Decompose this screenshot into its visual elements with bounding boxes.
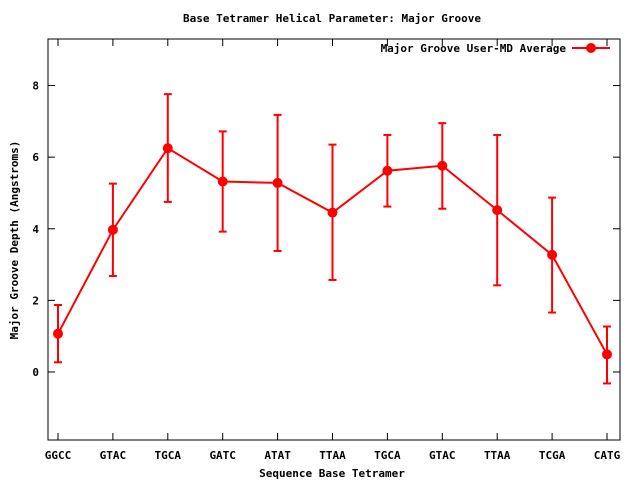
axes-layer: 0 2 4 6 8 GGCC GTAC TGCA GATC ATAT TTAA TGCA GTAC TTA… <box>32 39 621 462</box>
y-axis-label: Major Groove Depth (Angstroms) <box>8 141 21 340</box>
plot-frame <box>47 38 621 441</box>
x-tick-label: GTAC <box>429 449 456 462</box>
x-tick-label: TTAA <box>484 449 511 462</box>
x-tick-label: TGCA <box>155 449 182 462</box>
data-point <box>53 328 63 339</box>
data-point <box>327 207 338 218</box>
legend-marker <box>586 43 596 53</box>
data-point <box>272 177 283 188</box>
x-tick-label: TTAA <box>319 449 346 462</box>
data-point <box>547 249 558 260</box>
x-tick-label: GGCC <box>45 449 72 462</box>
legend: Major Groove User-MD Average <box>381 42 610 55</box>
legend-label: Major Groove User-MD Average <box>381 42 567 55</box>
y-tick-label: 4 <box>32 223 39 236</box>
y-tick-label: 2 <box>32 294 39 307</box>
y-tick-label: 0 <box>32 366 39 379</box>
y-tick-label: 6 <box>32 151 39 164</box>
chart-title: Base Tetramer Helical Parameter: Major G… <box>183 12 481 25</box>
data-point <box>217 176 228 187</box>
x-tick-label: TGCA <box>374 449 401 462</box>
x-tick-label: TCGA <box>539 449 566 462</box>
x-tick-label: CATG <box>594 449 621 462</box>
data-point <box>162 143 173 154</box>
data-point <box>492 205 503 216</box>
x-tick-label: GATC <box>209 449 236 462</box>
x-tick-label: ATAT <box>264 449 291 462</box>
data-point <box>382 165 393 176</box>
data-point <box>437 160 448 171</box>
series-layer <box>53 93 612 385</box>
data-point <box>107 224 118 235</box>
data-point <box>602 349 612 360</box>
y-tick-label: 8 <box>32 80 39 93</box>
x-tick-label: GTAC <box>100 449 127 462</box>
x-axis-label: Sequence Base Tetramer <box>259 467 405 480</box>
